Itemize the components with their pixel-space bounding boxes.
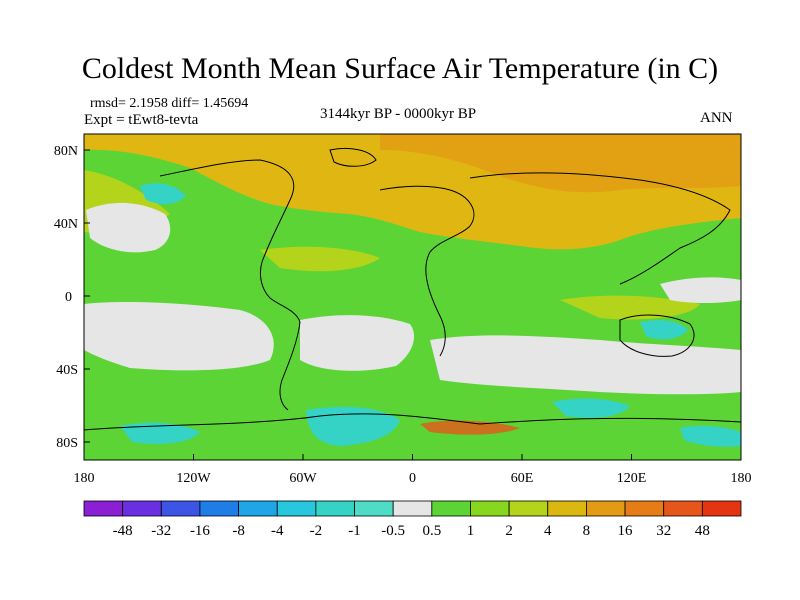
legend-swatch — [470, 500, 510, 517]
cyan-cold-patch-east-antarctica — [552, 398, 630, 418]
africa-europe-coastline — [379, 185, 475, 357]
legend-label: 32 — [656, 523, 671, 539]
y-label-80s: 80S — [56, 436, 78, 451]
legend-swatch — [199, 500, 239, 517]
greenland-coastline — [329, 147, 377, 167]
legend-label: 1 — [467, 523, 475, 539]
x-axis: 180 120W 60W 0 60E 120E 180 — [74, 454, 752, 486]
legend-swatch — [508, 500, 549, 517]
legend-label: -0.5 — [381, 523, 405, 539]
y-label-80n: 80N — [54, 144, 78, 159]
legend-label: 48 — [695, 523, 710, 539]
legend-swatch — [586, 500, 626, 517]
red-warm-patch-antarctica — [420, 420, 520, 435]
legend-label: -2 — [310, 523, 323, 539]
map-title: Coldest Month Mean Surface Air Temperatu… — [81, 52, 719, 85]
legend-swatch — [547, 500, 587, 517]
y-label-0: 0 — [65, 290, 72, 305]
x-label-120e: 120E — [617, 471, 647, 486]
legend-swatch — [315, 500, 355, 517]
legend-label: 16 — [618, 523, 634, 539]
yellow-green-patch-equator — [260, 246, 380, 272]
neutral-region-south-pacific — [84, 302, 274, 371]
australia-coastline — [619, 314, 695, 357]
neutral-region-west-pacific — [660, 277, 741, 303]
experiment-label: Expt = tEwt8-tevta — [84, 112, 199, 128]
x-label-60w: 60W — [289, 471, 317, 486]
legend-label: 2 — [505, 523, 513, 539]
y-label-40n: 40N — [54, 217, 78, 232]
map-panel — [83, 133, 742, 461]
legend-label: -1 — [348, 523, 361, 539]
legend-swatch — [276, 500, 317, 517]
x-label-0: 0 — [409, 471, 416, 486]
yellow-green-patch-indian-ocean — [560, 295, 700, 320]
neutral-region-south-atlantic — [300, 315, 415, 371]
legend-label: -8 — [232, 523, 245, 539]
cyan-cold-patch-alaska — [140, 183, 186, 205]
legend-swatch — [122, 500, 162, 517]
americas-coastline — [159, 159, 301, 411]
cyan-cold-patch-south-pacific — [680, 425, 741, 447]
neutral-region-north-pacific — [86, 202, 171, 253]
legend-label: -16 — [190, 523, 210, 539]
x-label-180e: 180 — [731, 471, 752, 486]
cyan-cold-patch-australia — [640, 320, 688, 340]
legend-label: -4 — [271, 523, 284, 539]
legend-swatch — [83, 500, 124, 517]
cyan-cold-patch-ross-sea — [120, 422, 200, 444]
season-label: ANN — [700, 110, 733, 126]
legend-swatch — [160, 500, 201, 517]
legend-swatch — [354, 500, 394, 517]
stats-text: rmsd= 2.1958 diff= 1.45694 — [90, 96, 249, 111]
period-label: 3144kyr BP - 0000kyr BP — [320, 106, 477, 122]
legend-label: -32 — [151, 523, 171, 539]
orange-strong-region — [380, 134, 741, 193]
legend-label: 0.5 — [422, 523, 441, 539]
legend-swatch — [701, 500, 742, 517]
cyan-cold-patch-weddell — [306, 406, 400, 446]
antarctica-coastline — [83, 413, 742, 431]
legend-swatch — [392, 500, 433, 517]
x-label-60e: 60E — [511, 471, 534, 486]
legend-label: 4 — [544, 523, 552, 539]
coastlines — [83, 147, 742, 431]
legend-swatch — [624, 500, 665, 517]
legend-swatch — [238, 500, 278, 517]
legend-swatch — [663, 500, 703, 517]
y-label-40s: 40S — [56, 363, 78, 378]
x-label-120w: 120W — [176, 471, 211, 486]
neutral-region-southern-ocean — [430, 335, 741, 395]
color-legend: -48 -32 -16 -8 -4 -2 -1 -0.5 0.5 1 2 4 8 16 32 48 — [83, 500, 742, 539]
legend-label: -48 — [113, 523, 133, 539]
asia-coastline — [469, 172, 731, 285]
x-label-180w: 180 — [74, 471, 95, 486]
legend-swatch — [431, 500, 471, 517]
y-axis: 80N 40N 0 40S 80S — [54, 144, 90, 451]
legend-label: 8 — [583, 523, 591, 539]
